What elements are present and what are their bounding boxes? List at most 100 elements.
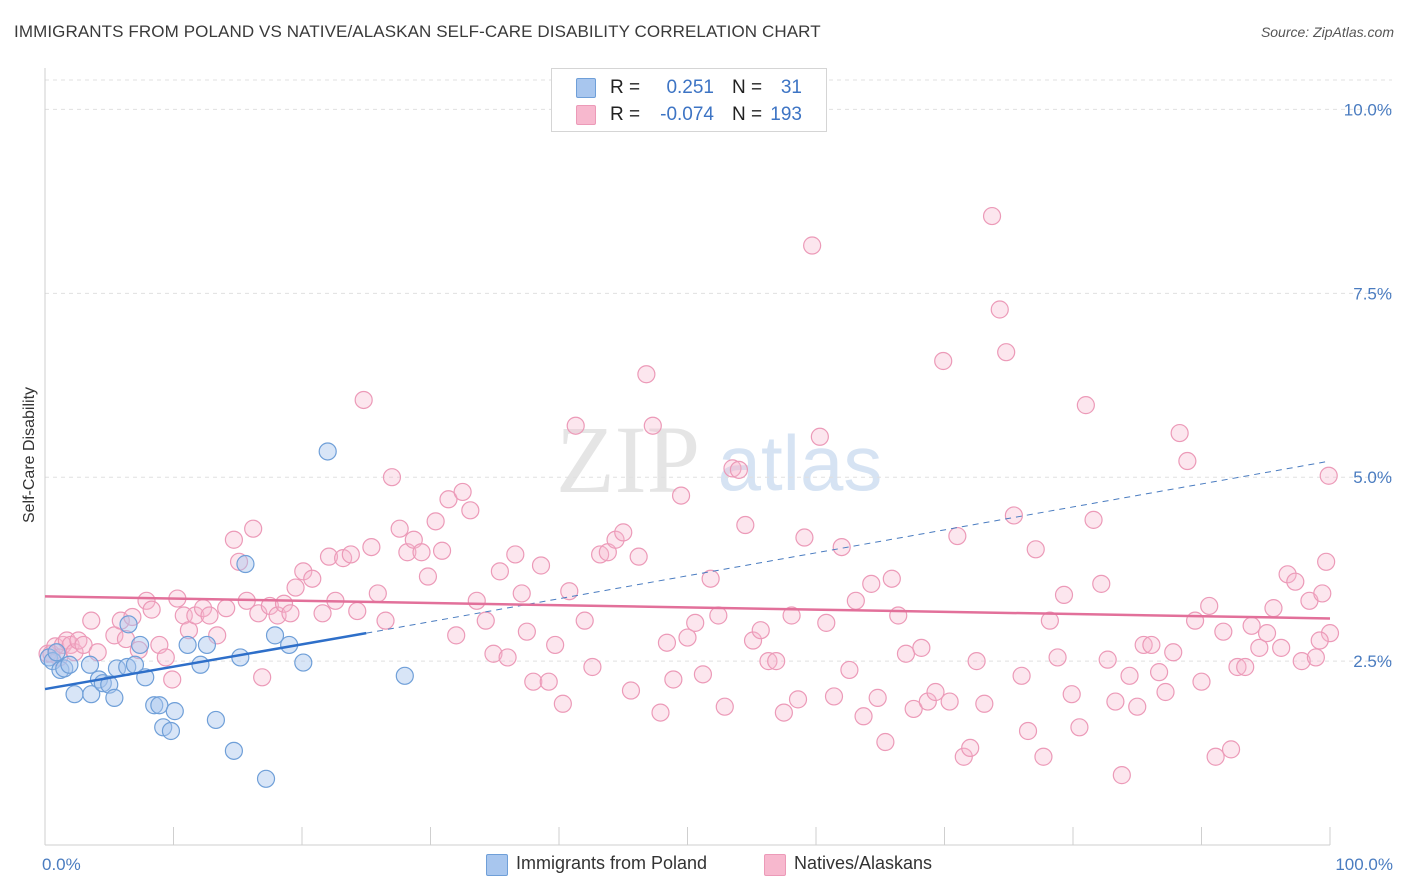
poland-point [178,635,197,655]
natives-point [412,543,431,562]
watermark-zip: ZIP [556,406,700,513]
natives-point [723,459,742,478]
natives-point [967,652,986,671]
natives-point [846,591,865,610]
legend-swatch-poland [576,78,596,98]
natives-point [1272,638,1291,657]
tick-labels: 2.5% 5.0% 7.5% 10.0% 0.0% 100.0% [42,100,1393,874]
r-label: R = [610,77,641,98]
natives-point [824,687,844,706]
chart-title: IMMIGRANTS FROM POLAND VS NATIVE/ALASKAN… [14,22,821,41]
data-points [38,206,1340,788]
poland-point [105,688,124,707]
natives-point [1062,685,1081,704]
natives-point [46,637,65,656]
natives-point [912,638,931,657]
natives-point [163,670,182,689]
poland-point [80,655,100,674]
natives-point [354,390,373,410]
natives-point [1142,635,1161,655]
legend-swatch-poland [486,854,508,876]
x-tick-label: 100.0% [1335,855,1393,874]
natives-point [1278,565,1297,584]
natives-point [484,644,503,663]
poland-point [197,635,217,655]
natives-point [1185,611,1205,630]
y-axis-title: Self-Care Disability [21,387,38,523]
natives-point [918,692,937,711]
natives-point [348,601,367,621]
natives-point [997,343,1016,362]
natives-point [1221,740,1241,759]
natives-point [1286,572,1305,591]
y-tick-label: 5.0% [1353,468,1392,487]
watermark: ZIP atlas [556,406,882,513]
natives-point [498,648,517,667]
natives-point [200,606,219,625]
natives-point [490,562,509,581]
natives-point [701,569,720,588]
poland-point [224,741,243,760]
natives-point [260,596,279,616]
poland-trend-line [44,631,367,691]
natives-point [575,611,594,630]
natives-point [1320,624,1340,643]
natives-point [476,611,495,630]
natives-point [629,547,648,566]
legend-label-poland: Immigrants from Poland [516,853,708,873]
natives-point [1170,423,1189,443]
natives-point [759,652,778,671]
natives-point [926,682,945,702]
poland-point [191,655,210,674]
watermark-atlas: atlas [718,419,883,507]
r-value: -0.074 [660,104,714,125]
natives-point [767,652,786,671]
natives-point [774,703,793,722]
natives-point [803,236,822,255]
natives-point [1106,692,1125,711]
natives-point [1098,650,1117,669]
natives-point [1128,697,1147,716]
natives-point [621,681,641,700]
y-tick-label: 7.5% [1353,284,1392,303]
natives-point [313,604,332,623]
natives-point [566,416,585,435]
poland-point [119,615,138,634]
natives-point [889,606,908,625]
poland-point [130,635,150,655]
natives-point [1236,657,1255,677]
natives-point [940,692,959,711]
natives-point [876,732,895,752]
natives-point [751,621,770,640]
natives-point [1048,648,1067,667]
natives-point [782,606,801,625]
natives-point [137,591,156,610]
natives-point [1264,599,1283,618]
natives-point [715,697,734,716]
natives-point [74,635,93,655]
legend-row-poland: R = 0.251 N = 31 [552,75,826,101]
natives-point [1149,663,1169,682]
natives-point [224,530,243,549]
natives-point [736,515,755,535]
natives-point [832,537,851,557]
natives-point [286,578,305,597]
chart-source: Source: ZipAtlas.com [1260,24,1394,40]
natives-point [506,545,525,564]
correlation-legend: R = 0.251 N = 31 R = -0.074 N = 193 [551,68,827,132]
natives-point [583,657,602,677]
natives-point [840,660,859,680]
n-label: N = [732,104,763,125]
r-value: 0.251 [666,77,714,98]
natives-point [319,547,339,566]
poland-trend-extension [366,460,1331,634]
natives-point [990,300,1009,319]
natives-point [1164,643,1183,662]
natives-point [447,626,466,645]
natives-trend-line [44,595,1331,620]
natives-point [1200,596,1219,616]
natives-point [1178,451,1197,471]
n-value: 31 [780,77,802,98]
natives-point [512,584,531,603]
